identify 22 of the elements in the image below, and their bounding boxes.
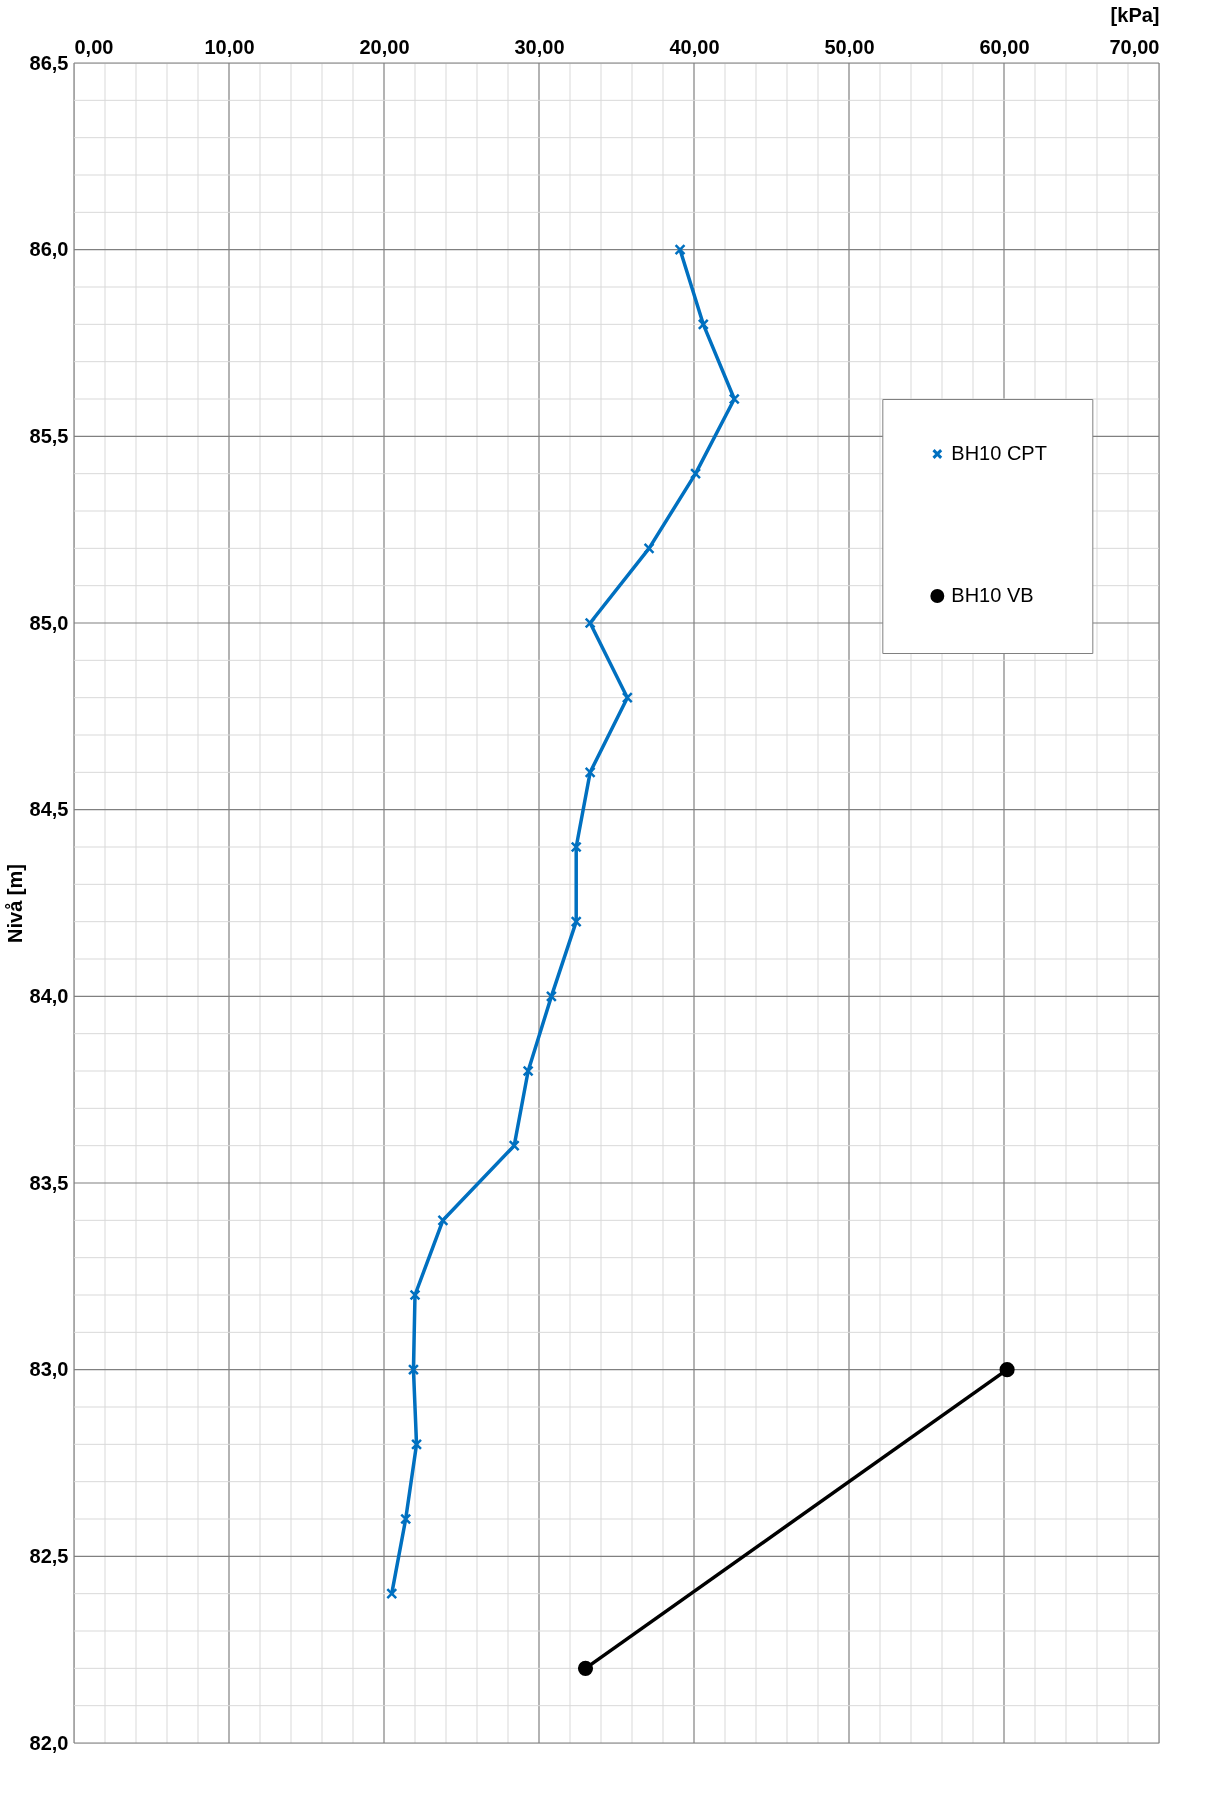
y-tick-label: 85,0 [29, 611, 69, 634]
x-tick-label: 60,00 [979, 35, 1030, 58]
x-tick-label: 40,00 [669, 35, 720, 58]
legend-label: BH10 CPT [951, 442, 1047, 464]
x-tick-label: 30,00 [514, 35, 565, 58]
y-tick-label: 83,5 [29, 1171, 69, 1194]
y-tick-label: 86,0 [29, 238, 69, 261]
legend-label: BH10 VB [951, 584, 1034, 606]
y-tick-label: 85,5 [29, 424, 69, 447]
x-tick-label: 70,00 [1109, 35, 1160, 58]
y-tick-label: 84,0 [29, 984, 69, 1007]
x-tick-label: 50,00 [824, 35, 875, 58]
y-tick-label: 82,0 [29, 1731, 69, 1754]
x-tick-label: 20,00 [359, 35, 410, 58]
y-axis-title: Nivå [m] [3, 864, 26, 943]
y-tick-label: 86,5 [29, 51, 69, 74]
y-tick-label: 82,5 [29, 1544, 69, 1567]
x-tick-label: 0,00 [74, 35, 114, 58]
y-tick-label: 84,5 [29, 798, 69, 821]
x-axis-title: [kPa] [1110, 3, 1160, 26]
y-tick-label: 83,0 [29, 1358, 69, 1381]
x-tick-label: 10,00 [204, 35, 255, 58]
